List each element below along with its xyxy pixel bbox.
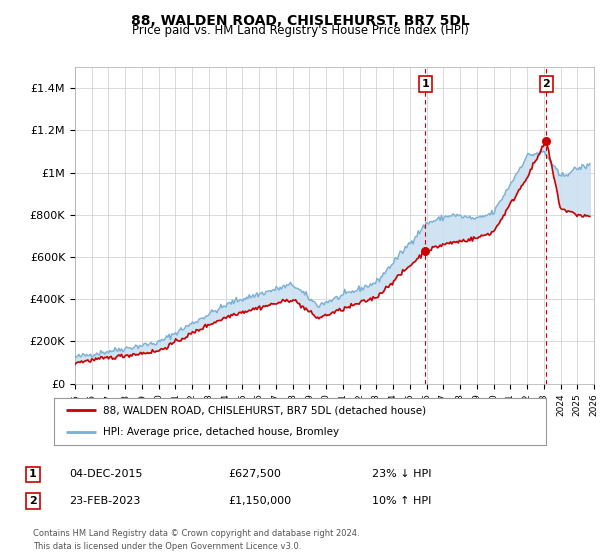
- Text: Contains HM Land Registry data © Crown copyright and database right 2024.: Contains HM Land Registry data © Crown c…: [33, 529, 359, 538]
- Text: Price paid vs. HM Land Registry's House Price Index (HPI): Price paid vs. HM Land Registry's House …: [131, 24, 469, 37]
- Text: 88, WALDEN ROAD, CHISLEHURST, BR7 5DL: 88, WALDEN ROAD, CHISLEHURST, BR7 5DL: [131, 14, 469, 28]
- Text: This data is licensed under the Open Government Licence v3.0.: This data is licensed under the Open Gov…: [33, 542, 301, 550]
- Text: 2: 2: [542, 79, 550, 89]
- Point: [421, 247, 430, 256]
- Text: £1,150,000: £1,150,000: [228, 496, 291, 506]
- Text: 1: 1: [29, 469, 37, 479]
- Text: 2: 2: [29, 496, 37, 506]
- Text: 88, WALDEN ROAD, CHISLEHURST, BR7 5DL (detached house): 88, WALDEN ROAD, CHISLEHURST, BR7 5DL (d…: [103, 405, 427, 416]
- Point: [541, 137, 551, 146]
- Text: 23-FEB-2023: 23-FEB-2023: [69, 496, 140, 506]
- Text: 1: 1: [421, 79, 429, 89]
- Text: HPI: Average price, detached house, Bromley: HPI: Average price, detached house, Brom…: [103, 427, 340, 437]
- Text: £627,500: £627,500: [228, 469, 281, 479]
- Text: 23% ↓ HPI: 23% ↓ HPI: [372, 469, 431, 479]
- Text: 10% ↑ HPI: 10% ↑ HPI: [372, 496, 431, 506]
- Text: 04-DEC-2015: 04-DEC-2015: [69, 469, 143, 479]
